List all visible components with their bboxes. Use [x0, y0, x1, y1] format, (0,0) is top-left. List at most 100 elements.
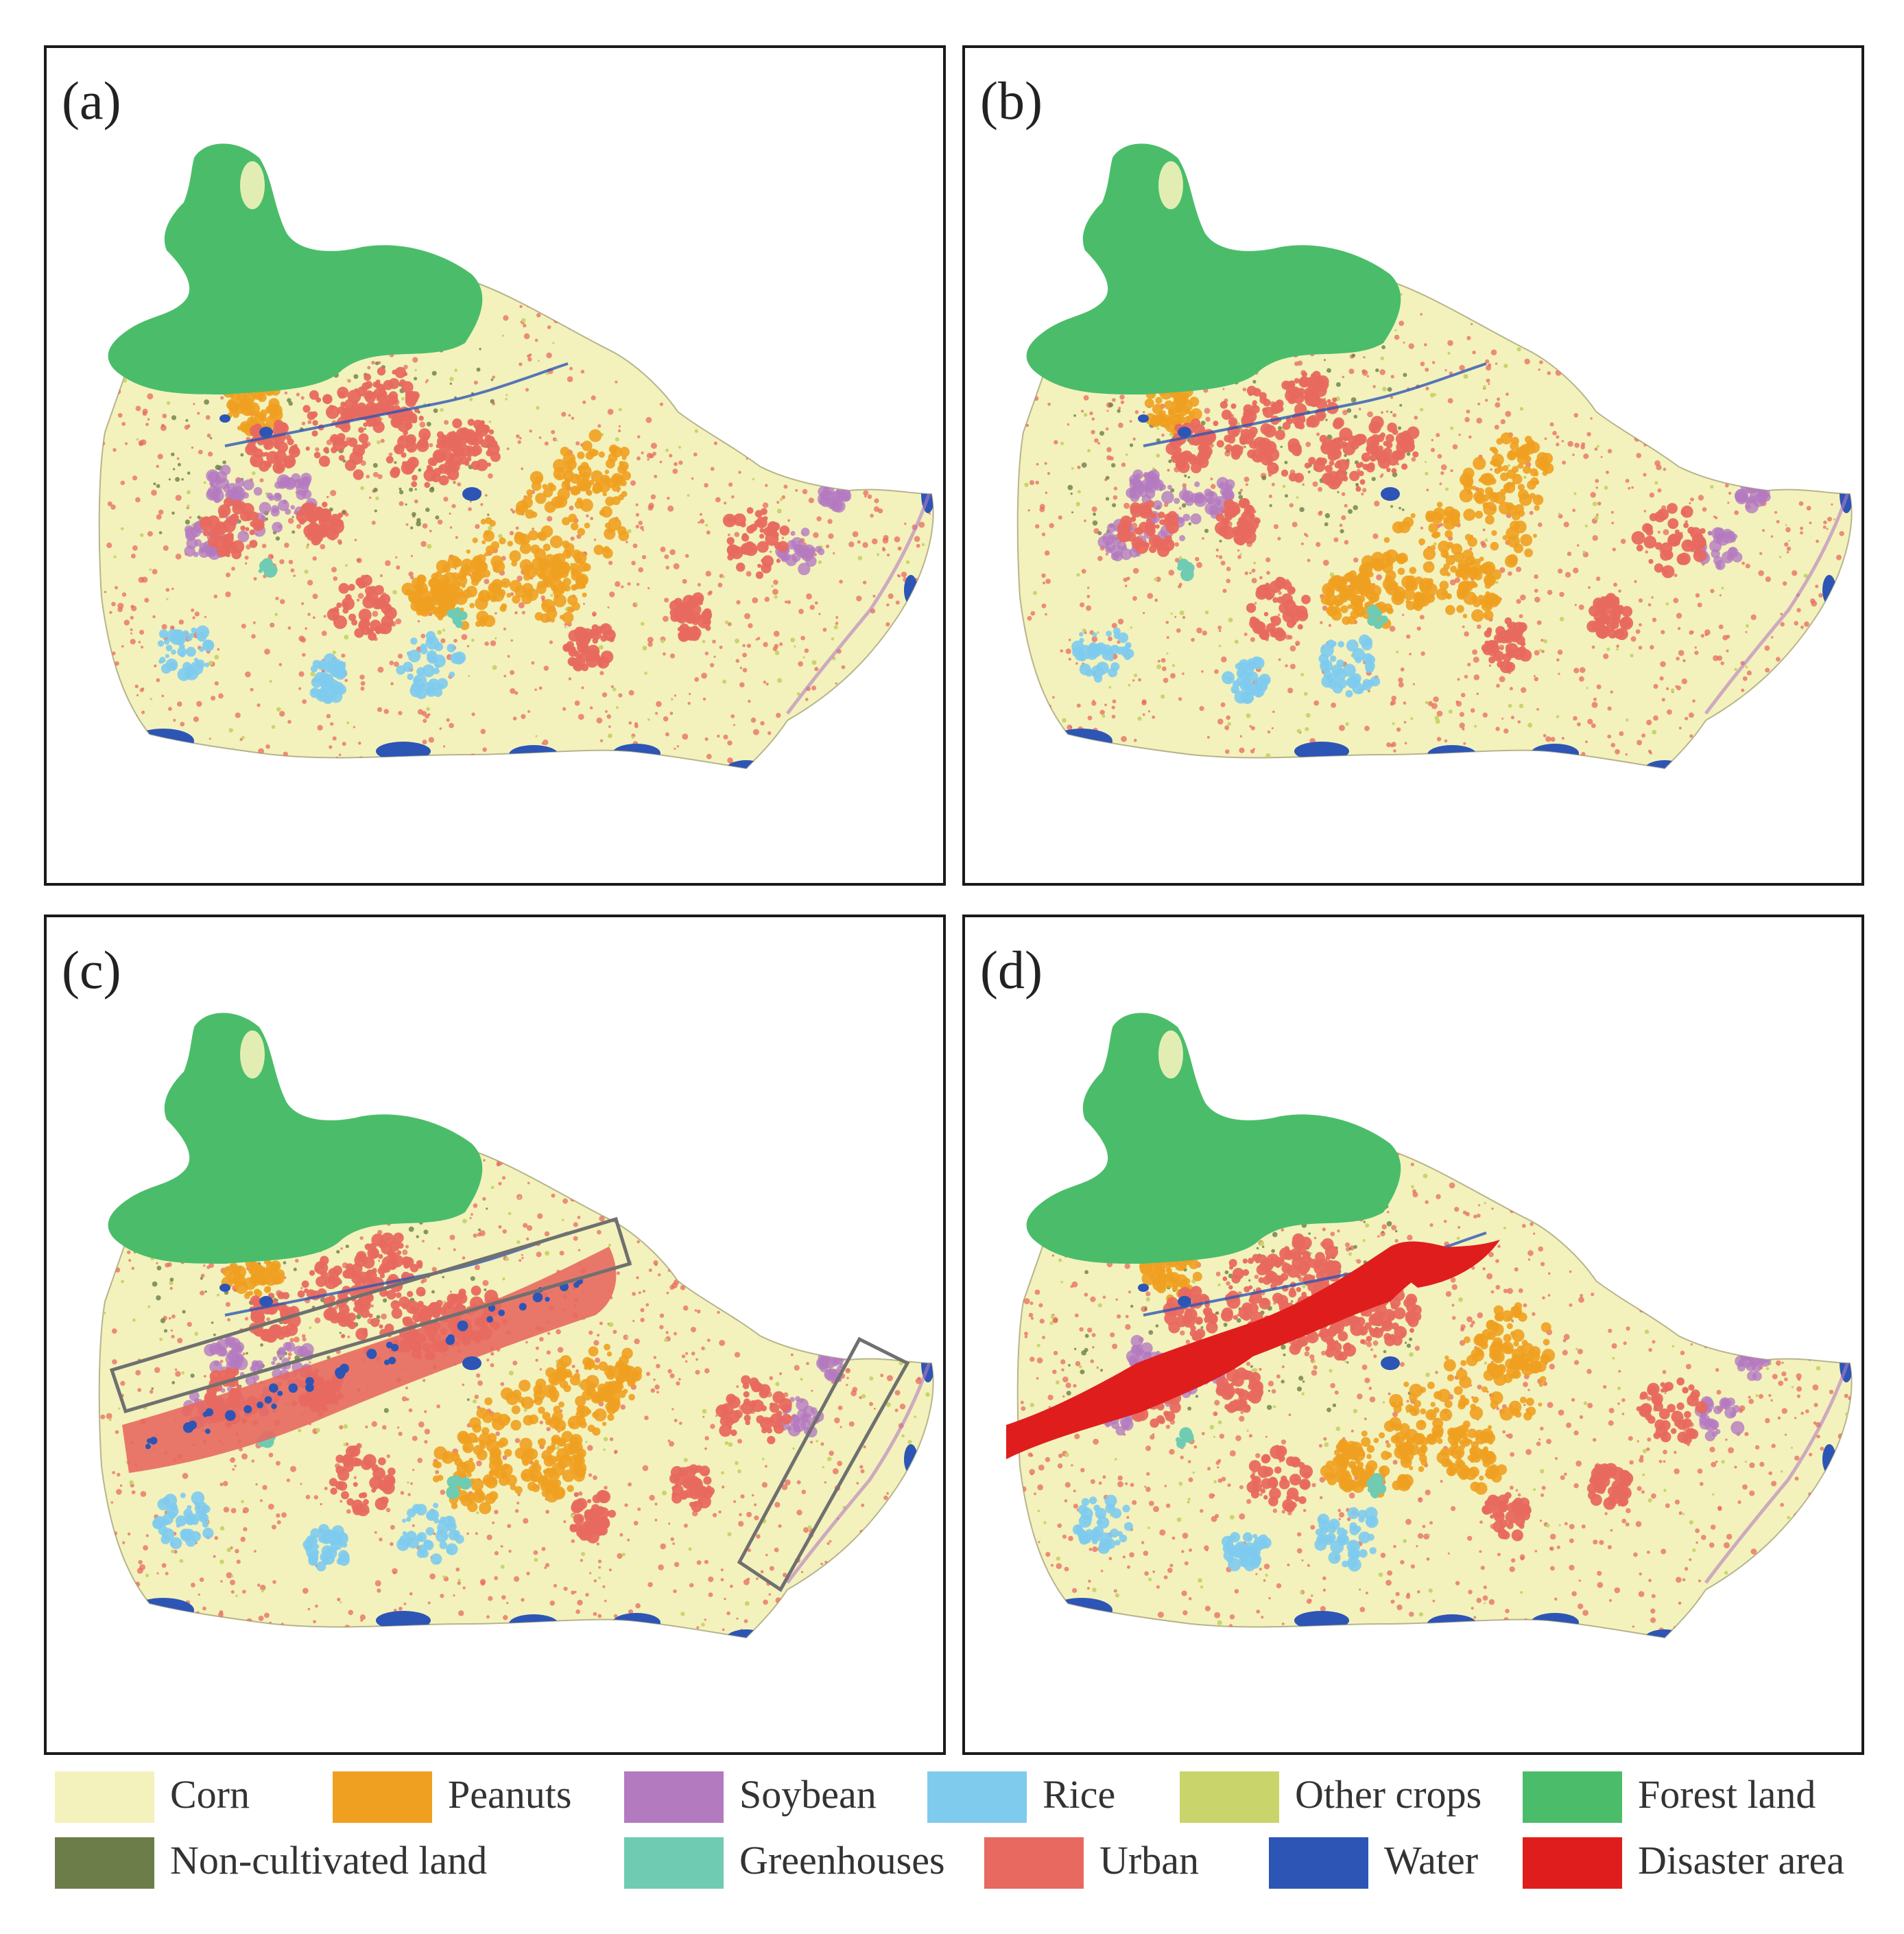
urban-speck — [914, 536, 920, 542]
urban-speck — [844, 432, 849, 438]
urban-speck — [634, 724, 639, 729]
urban-speck — [1339, 724, 1345, 731]
rice-patch — [1112, 627, 1121, 635]
urban-speck — [906, 637, 909, 639]
urban-speck — [1564, 346, 1568, 349]
other-crops-speck — [1154, 577, 1158, 581]
urban-speck — [702, 326, 708, 332]
peanut-patch — [1459, 488, 1473, 503]
other-crops-speck — [1559, 617, 1564, 622]
urban-speck — [1495, 727, 1500, 731]
urban-speck — [1805, 330, 1810, 335]
soybean-patch — [1110, 552, 1119, 561]
urban-speck — [1134, 410, 1139, 414]
urban-speck — [694, 329, 698, 333]
rice-patch — [449, 671, 455, 678]
urban-speck — [1666, 687, 1669, 691]
urban-speck — [1059, 753, 1064, 758]
urban-speck — [1727, 502, 1730, 504]
non-cultivated-speck — [1219, 539, 1222, 543]
urban-speck — [161, 624, 167, 630]
rice-patch — [426, 687, 436, 697]
urban-speck — [553, 314, 557, 317]
peanut-patch — [602, 491, 607, 497]
urban-patch — [467, 418, 475, 426]
urban-speck — [1748, 410, 1753, 416]
non-cultivated-speck — [1170, 488, 1175, 493]
urban-speck — [547, 516, 553, 522]
urban-speck — [1379, 475, 1383, 478]
peanut-patch — [1490, 460, 1495, 465]
urban-speck — [826, 340, 831, 344]
urban-speck — [510, 688, 516, 694]
other-crops-speck — [647, 718, 650, 721]
urban-speck — [874, 498, 879, 504]
urban-speck — [705, 571, 711, 577]
other-crops-speck — [752, 477, 755, 481]
urban-speck — [1271, 727, 1274, 729]
urban-speck — [1663, 467, 1667, 471]
soybean-patch — [829, 478, 837, 486]
urban-speck — [469, 500, 473, 503]
urban-speck — [1757, 432, 1761, 438]
urban-speck — [562, 707, 567, 711]
urban-speck — [371, 521, 376, 525]
other-crops-speck — [1396, 650, 1399, 654]
peanut-patch — [592, 449, 599, 456]
urban-speck — [1535, 348, 1542, 355]
non-cultivated-speck — [1073, 414, 1076, 417]
urban-speck — [844, 402, 847, 405]
urban-speck — [1671, 423, 1676, 427]
urban-speck — [1417, 284, 1422, 288]
urban-speck — [1086, 766, 1091, 768]
urban-speck — [514, 254, 518, 257]
urban-speck — [582, 400, 586, 404]
urban-speck — [666, 309, 672, 315]
urban-speck — [1192, 764, 1196, 768]
urban-speck — [544, 441, 549, 446]
peanut-patch — [519, 542, 532, 554]
urban-speck — [1358, 408, 1361, 410]
urban-speck — [360, 686, 365, 691]
urban-patch — [677, 626, 682, 632]
urban-patch — [486, 449, 492, 457]
urban-speck — [674, 694, 677, 697]
urban-speck — [1191, 637, 1195, 642]
rice-patch — [320, 672, 329, 682]
peanut-patch — [1379, 558, 1390, 569]
urban-speck — [323, 615, 326, 618]
urban-speck — [1722, 279, 1726, 283]
urban-speck — [1029, 480, 1035, 486]
urban-speck — [848, 477, 855, 484]
urban-patch — [213, 521, 228, 535]
urban-speck — [1776, 657, 1781, 662]
urban-speck — [1836, 374, 1840, 377]
peanut-patch — [429, 577, 441, 589]
other-crops-speck — [1038, 280, 1041, 283]
peanut-patch — [1498, 502, 1512, 515]
urban-speck — [783, 770, 786, 773]
urban-speck — [773, 399, 779, 406]
urban-patch — [372, 381, 379, 388]
rice-patch — [410, 637, 418, 645]
peanut-patch — [600, 506, 612, 518]
urban-speck — [1715, 384, 1721, 390]
urban-speck — [1045, 613, 1047, 616]
peanut-patch — [562, 452, 576, 466]
peanut-patch — [1368, 571, 1374, 578]
other-crops-speck — [203, 481, 206, 484]
urban-speck — [354, 539, 357, 541]
urban-speck — [1477, 402, 1481, 405]
urban-speck — [776, 713, 781, 718]
non-cultivated-speck — [265, 517, 269, 521]
urban-speck — [1447, 290, 1453, 296]
other-crops-speck — [705, 523, 709, 527]
urban-speck — [1643, 473, 1647, 477]
peanut-patch — [1357, 611, 1364, 617]
urban-speck — [1694, 646, 1697, 649]
other-crops-speck — [1824, 453, 1826, 456]
urban-speck — [851, 764, 857, 768]
urban-speck — [138, 762, 141, 765]
other-crops-speck — [878, 261, 881, 265]
urban-speck — [618, 319, 623, 325]
